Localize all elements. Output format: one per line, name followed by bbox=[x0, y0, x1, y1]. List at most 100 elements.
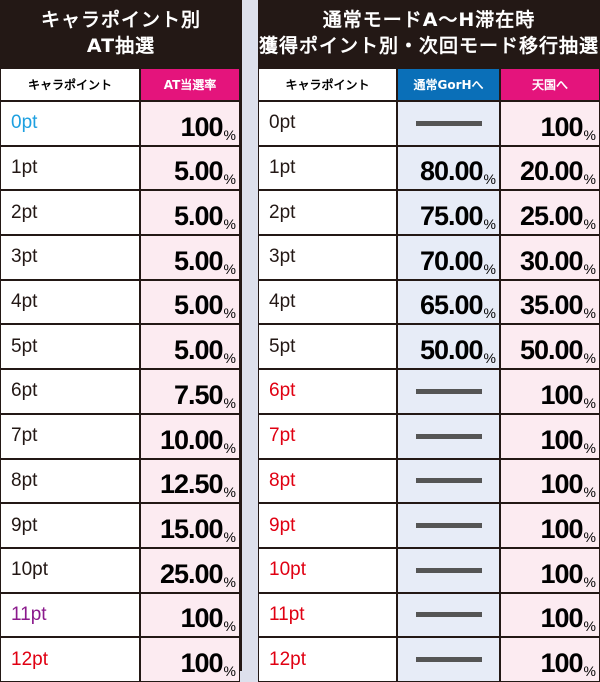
at-rate-cell-value: 25.00 bbox=[159, 558, 224, 589]
at-rate-cell-value: 5.00 bbox=[173, 290, 224, 321]
percent-sign: % bbox=[483, 305, 496, 322]
point-cell: 12pt bbox=[0, 637, 140, 682]
at-rate-cell-value: 5.00 bbox=[173, 335, 224, 366]
point-cell: 1pt bbox=[0, 145, 140, 191]
table-row: 6pt 100% bbox=[258, 369, 600, 414]
percent-sign: % bbox=[483, 260, 496, 277]
at-rate-cell-value: 5.00 bbox=[173, 245, 224, 276]
heaven-cell-value: 50.00 bbox=[519, 335, 584, 366]
heaven-cell-value: 100 bbox=[540, 469, 583, 500]
heaven-cell: 50.00% bbox=[500, 324, 600, 370]
heaven-cell: 25.00% bbox=[500, 190, 600, 236]
at-rate-cell: 100% bbox=[140, 637, 240, 682]
normal-cell: 50.00% bbox=[397, 324, 500, 370]
point-cell: 0pt bbox=[0, 101, 140, 146]
normal-cell bbox=[397, 547, 500, 593]
at-rate-cell-value: 5.00 bbox=[173, 201, 224, 232]
table-row: 4pt 65.00% 35.00% bbox=[258, 279, 600, 325]
table-row: 9pt 100% bbox=[258, 503, 600, 548]
at-rate-cell: 15.00% bbox=[140, 503, 240, 548]
percent-sign: % bbox=[483, 216, 496, 233]
at-rate-cell: 5.00% bbox=[140, 279, 240, 325]
normal-cell: 65.00% bbox=[397, 279, 500, 325]
at-rate-cell: 7.50% bbox=[140, 369, 240, 414]
heaven-cell-value: 100 bbox=[540, 379, 583, 410]
point-cell: 7pt bbox=[0, 413, 140, 459]
mode-transition-table: 通常モードA～H滞在時 獲得ポイント別・次回モード移行抽選 キャラポイント 通常… bbox=[258, 0, 600, 682]
point-cell: 2pt bbox=[258, 190, 397, 236]
left-table-title: キャラポイント別 AT抽選 bbox=[0, 0, 242, 68]
point-cell: 7pt bbox=[258, 413, 397, 459]
at-rate-cell-value: 15.00 bbox=[159, 513, 224, 544]
dash-icon bbox=[415, 388, 482, 394]
percent-sign: % bbox=[223, 171, 236, 188]
point-cell: 3pt bbox=[258, 235, 397, 280]
point-cell: 4pt bbox=[258, 279, 397, 325]
dash-icon bbox=[415, 567, 482, 573]
point-cell: 6pt bbox=[0, 369, 140, 414]
heaven-cell: 30.00% bbox=[500, 235, 600, 280]
at-rate-cell: 5.00% bbox=[140, 190, 240, 236]
heaven-cell: 100% bbox=[500, 547, 600, 593]
table-row: 11pt 100% bbox=[0, 592, 242, 638]
point-cell: 9pt bbox=[258, 503, 397, 548]
percent-sign: % bbox=[583, 305, 596, 322]
left-header-row: キャラポイント AT当選率 bbox=[0, 68, 242, 101]
percent-sign: % bbox=[583, 394, 596, 411]
percent-sign: % bbox=[223, 216, 236, 233]
at-rate-cell-value: 10.00 bbox=[159, 424, 224, 455]
percent-sign: % bbox=[583, 573, 596, 590]
point-cell: 12pt bbox=[258, 637, 397, 682]
dash-icon bbox=[415, 433, 482, 439]
heaven-cell: 100% bbox=[500, 369, 600, 414]
normal-cell bbox=[397, 592, 500, 638]
col-header-at-rate: AT当選率 bbox=[140, 68, 240, 101]
at-rate-cell-value: 5.00 bbox=[173, 156, 224, 187]
normal-cell bbox=[397, 413, 500, 459]
heaven-cell: 100% bbox=[500, 101, 600, 146]
normal-cell bbox=[397, 101, 500, 146]
heaven-cell-value: 35.00 bbox=[519, 290, 584, 321]
right-header-row: キャラポイント 通常GorHへ 天国へ bbox=[258, 68, 600, 101]
point-cell: 9pt bbox=[0, 503, 140, 548]
table-row: 8pt 100% bbox=[258, 458, 600, 504]
normal-cell bbox=[397, 369, 500, 414]
table-row: 11pt 100% bbox=[258, 592, 600, 638]
table-row: 8pt 12.50% bbox=[0, 458, 242, 504]
left-title-line1: キャラポイント別 bbox=[40, 9, 201, 31]
heaven-cell-value: 30.00 bbox=[519, 245, 584, 276]
at-rate-cell-value: 12.50 bbox=[159, 469, 224, 500]
normal-cell-value: 65.00 bbox=[419, 290, 484, 321]
percent-sign: % bbox=[223, 484, 236, 501]
normal-cell: 75.00% bbox=[397, 190, 500, 236]
table-row: 12pt 100% bbox=[258, 637, 600, 682]
col-header-point: キャラポイント bbox=[0, 68, 140, 101]
point-cell: 5pt bbox=[258, 324, 397, 370]
point-cell: 4pt bbox=[0, 279, 140, 325]
table-row: 0pt 100% bbox=[258, 101, 600, 146]
at-rate-cell: 100% bbox=[140, 592, 240, 638]
heaven-cell-value: 25.00 bbox=[519, 201, 584, 232]
at-rate-cell: 25.00% bbox=[140, 547, 240, 593]
percent-sign: % bbox=[583, 350, 596, 367]
at-rate-cell: 5.00% bbox=[140, 145, 240, 191]
heaven-cell-value: 100 bbox=[540, 513, 583, 544]
heaven-cell-value: 100 bbox=[540, 558, 583, 589]
at-rate-cell-value: 100 bbox=[180, 603, 223, 634]
percent-sign: % bbox=[223, 573, 236, 590]
point-cell: 0pt bbox=[258, 101, 397, 146]
percent-sign: % bbox=[483, 171, 496, 188]
percent-sign: % bbox=[583, 618, 596, 635]
at-lottery-table: キャラポイント別 AT抽選 キャラポイント AT当選率 0pt 100% 1pt… bbox=[0, 0, 242, 682]
table-row: 1pt 5.00% bbox=[0, 145, 242, 191]
percent-sign: % bbox=[583, 439, 596, 456]
table-row: 12pt 100% bbox=[0, 637, 242, 682]
table-row: 4pt 5.00% bbox=[0, 279, 242, 325]
heaven-cell-value: 100 bbox=[540, 111, 583, 142]
dash-icon bbox=[415, 523, 482, 529]
point-cell: 8pt bbox=[0, 458, 140, 504]
heaven-cell: 100% bbox=[500, 413, 600, 459]
point-cell: 6pt bbox=[258, 369, 397, 414]
normal-cell: 70.00% bbox=[397, 235, 500, 280]
at-rate-cell: 5.00% bbox=[140, 324, 240, 370]
